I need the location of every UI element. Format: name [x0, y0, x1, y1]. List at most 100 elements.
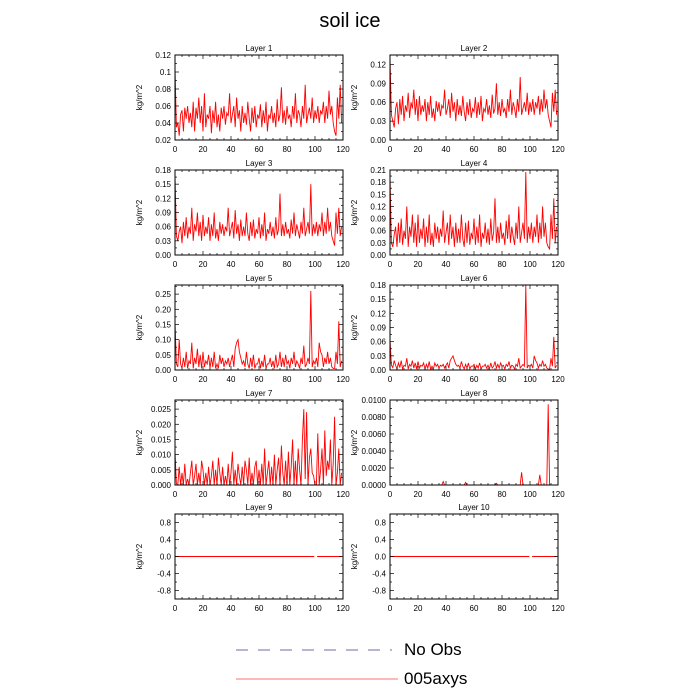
panel-title: Layer 10 [458, 503, 490, 512]
y-tick-label: 0.06 [155, 102, 171, 111]
x-tick-label: 100 [523, 490, 537, 499]
x-tick-label: 0 [388, 604, 393, 613]
y-tick-label: 0.20 [155, 305, 171, 314]
x-tick-label: 80 [283, 604, 292, 613]
x-tick-label: 80 [283, 145, 292, 154]
y-tick-label: -0.8 [372, 587, 386, 596]
x-tick-label: 0 [173, 490, 178, 499]
x-tick-label: 20 [414, 145, 423, 154]
x-tick-label: 20 [414, 490, 423, 499]
x-tick-label: 0 [388, 145, 393, 154]
x-tick-label: 80 [498, 145, 507, 154]
x-tick-label: 60 [255, 145, 264, 154]
x-tick-label: 120 [336, 145, 350, 154]
y-tick-label: 0.15 [155, 180, 171, 189]
plot-frame [174, 169, 344, 256]
x-tick-label: 0 [173, 375, 178, 384]
x-tick-label: 120 [551, 375, 565, 384]
y-tick-label: 0.09 [370, 324, 386, 333]
y-tick-label: 0.09 [370, 79, 386, 88]
y-axis-label: kg/m^2 [135, 84, 144, 110]
x-tick-label: 100 [523, 375, 537, 384]
panel-layer-9: Layer 9 0 20 40 60 80 100 120 -0.8 -0.4 0.0 0.4 0.8 k… [135, 503, 350, 613]
y-tick-label: 0.8 [160, 519, 172, 528]
x-tick-label: 60 [470, 490, 479, 499]
figure-title: soil ice [319, 10, 381, 32]
y-tick-label: 0.015 [151, 435, 172, 444]
y-tick-label: 0.21 [370, 166, 386, 175]
x-tick-label: 120 [551, 145, 565, 154]
x-tick-label: 100 [308, 145, 322, 154]
x-tick-label: 20 [414, 375, 423, 384]
series-line [175, 174, 343, 246]
y-tick-label: 0.18 [370, 281, 386, 290]
legend-line-dashed-icon [236, 649, 392, 651]
panel-title: Layer 7 [246, 389, 273, 398]
y-tick-label: 0.00 [370, 366, 386, 375]
panel-layer-8: Layer 8 0 20 40 60 80 100 120 0.0000 0.0020 0.0040… [350, 389, 565, 499]
panel-title: Layer 1 [246, 44, 273, 53]
y-tick-label: 0.0040 [362, 447, 387, 456]
x-tick-label: 120 [551, 604, 565, 613]
x-tick-label: 60 [255, 260, 264, 269]
legend-item-no-obs: No Obs [0, 638, 700, 662]
series-line [175, 409, 343, 485]
y-tick-label: 0.03 [155, 237, 171, 246]
x-tick-label: 0 [173, 260, 178, 269]
x-tick-label: 20 [199, 260, 208, 269]
panel-title: Layer 9 [246, 503, 273, 512]
y-tick-label: 0.0 [375, 553, 387, 562]
y-tick-label: 0.00 [370, 251, 386, 260]
y-tick-label: -0.4 [157, 570, 171, 579]
x-tick-label: 60 [470, 145, 479, 154]
x-tick-label: 100 [308, 604, 322, 613]
legend-line-solid-icon [236, 678, 398, 680]
x-tick-label: 60 [255, 490, 264, 499]
series-line [390, 285, 558, 370]
y-axis-label: kg/m^2 [135, 199, 144, 225]
x-tick-label: 0 [173, 145, 178, 154]
x-tick-label: 0 [388, 490, 393, 499]
x-tick-label: 40 [227, 604, 236, 613]
panel-layer-2: Layer 2 0 20 40 60 80 100 120 0.00 0.03 0.06 0.09 0.… [350, 44, 565, 154]
y-tick-label: 0.12 [370, 202, 386, 211]
series-line [175, 291, 343, 369]
x-tick-label: 60 [255, 375, 264, 384]
x-tick-label: 40 [227, 375, 236, 384]
x-tick-label: 40 [442, 260, 451, 269]
x-tick-label: 60 [470, 375, 479, 384]
plot-frame [174, 54, 344, 141]
y-tick-label: 0.12 [370, 309, 386, 318]
panel-title: Layer 3 [246, 159, 273, 168]
y-tick-label: 0.12 [155, 51, 171, 60]
y-tick-label: 0.10 [155, 336, 171, 345]
y-tick-label: -0.4 [372, 570, 386, 579]
y-tick-label: 0.02 [155, 136, 171, 145]
legend-label-no-obs: No Obs [404, 640, 462, 659]
x-tick-label: 100 [308, 490, 322, 499]
y-tick-label: 0.00 [155, 366, 171, 375]
y-tick-label: 0.18 [155, 166, 171, 175]
plot-frame [389, 54, 559, 141]
y-tick-label: 0.15 [155, 320, 171, 329]
y-tick-label: 0.12 [155, 194, 171, 203]
x-tick-label: 80 [498, 490, 507, 499]
x-tick-label: 40 [442, 490, 451, 499]
y-tick-label: 0.005 [151, 466, 172, 475]
panel-layer-6: Layer 6 0 20 40 60 80 100 120 0.00 0.03 0.06 0.09 0.… [350, 274, 565, 384]
y-tick-label: 0.8 [375, 519, 387, 528]
legend-item-005axys: 005axys [0, 667, 700, 691]
x-tick-label: 120 [551, 260, 565, 269]
y-tick-label: 0.1 [160, 68, 172, 77]
y-axis-label: kg/m^2 [135, 314, 144, 340]
panel-layer-3: Layer 3 0 20 40 60 80 100 120 0.00 0.03 0.06 0.09 0.… [135, 159, 350, 269]
y-tick-label: 0.0 [160, 553, 172, 562]
y-tick-label: -0.8 [157, 587, 171, 596]
panel-title: Layer 2 [461, 44, 488, 53]
plot-frame [389, 284, 559, 371]
y-tick-label: 0.0100 [362, 396, 387, 405]
x-tick-label: 80 [283, 375, 292, 384]
x-tick-label: 80 [283, 490, 292, 499]
